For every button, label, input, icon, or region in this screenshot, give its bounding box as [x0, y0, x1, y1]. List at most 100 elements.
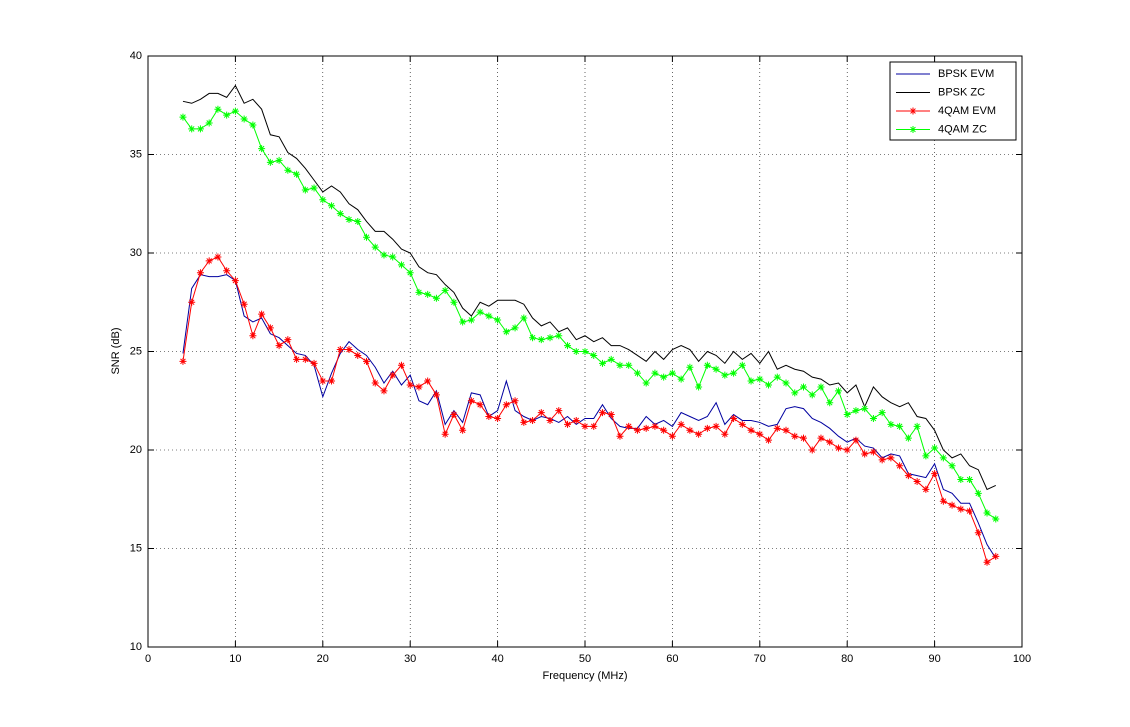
- data-point: [939, 497, 947, 505]
- series-line: [182, 256, 997, 564]
- data-point: [896, 422, 904, 430]
- data-point: [328, 202, 336, 210]
- data-point: [179, 113, 187, 121]
- data-point: [852, 407, 860, 415]
- data-point: [738, 361, 746, 369]
- data-point: [301, 355, 309, 363]
- x-tick-label: 70: [754, 653, 766, 665]
- data-point: [424, 377, 432, 385]
- data-point: [450, 411, 458, 419]
- data-point: [310, 359, 318, 367]
- data-point: [869, 414, 877, 422]
- data-point: [765, 381, 773, 389]
- data-point: [336, 210, 344, 218]
- data-point: [363, 233, 370, 241]
- data-point: [957, 505, 965, 513]
- data-point: [642, 424, 650, 432]
- data-point: [310, 184, 318, 192]
- data-point: [642, 379, 650, 387]
- data-point: [520, 418, 528, 426]
- data-point: [677, 375, 685, 383]
- data-point: [380, 251, 388, 259]
- data-point: [922, 485, 930, 493]
- data-point: [782, 379, 790, 387]
- data-point: [791, 389, 799, 397]
- data-point: [712, 365, 720, 373]
- data-point: [598, 359, 606, 367]
- data-point: [590, 422, 598, 430]
- data-point: [931, 470, 939, 478]
- data-point: [974, 489, 982, 497]
- data-point: [266, 324, 274, 332]
- data-point: [441, 286, 449, 294]
- data-point: [502, 401, 510, 409]
- data-point: [537, 409, 545, 417]
- data-point: [240, 115, 248, 123]
- y-tick-label: 10: [130, 641, 142, 653]
- data-point: [537, 336, 545, 344]
- data-point: [931, 444, 939, 452]
- data-point: [371, 379, 379, 387]
- data-point: [633, 426, 641, 434]
- data-point: [494, 414, 502, 422]
- data-point: [406, 269, 414, 277]
- y-tick-label: 30: [130, 247, 142, 259]
- series-line: [182, 84, 996, 491]
- data-point: [756, 430, 764, 438]
- data-point: [363, 357, 370, 365]
- data-point: [922, 452, 930, 460]
- data-point: [319, 377, 327, 385]
- data-point: [494, 316, 502, 324]
- data-point: [179, 357, 187, 365]
- legend-marker: [909, 126, 917, 133]
- data-point: [861, 405, 869, 413]
- data-point: [564, 420, 572, 428]
- x-axis-label: Frequency (MHz): [543, 670, 628, 682]
- data-point: [459, 318, 467, 326]
- data-point: [651, 422, 659, 430]
- data-point: [782, 426, 790, 434]
- data-point: [948, 501, 956, 509]
- data-point: [485, 312, 493, 320]
- y-tick-label: 15: [130, 542, 142, 554]
- data-point: [345, 346, 353, 354]
- data-point: [861, 450, 869, 458]
- x-tick-label: 60: [666, 653, 678, 665]
- data-point: [607, 355, 615, 363]
- x-tick-label: 40: [491, 653, 503, 665]
- data-point: [668, 432, 676, 440]
- data-point: [843, 411, 851, 419]
- data-point: [284, 166, 292, 174]
- data-point: [223, 267, 231, 275]
- data-point: [966, 507, 974, 515]
- data-point: [651, 369, 659, 377]
- data-point: [773, 424, 781, 432]
- data-point: [677, 420, 685, 428]
- data-point: [249, 332, 257, 340]
- data-point: [756, 375, 764, 383]
- data-point: [572, 348, 580, 355]
- data-point: [196, 269, 204, 277]
- data-point: [432, 294, 440, 302]
- data-point: [826, 438, 834, 446]
- data-point: [380, 387, 388, 395]
- data-point: [389, 253, 397, 261]
- data-point: [450, 298, 458, 306]
- legend-label: 4QAM EVM: [938, 105, 996, 117]
- data-point: [240, 300, 248, 308]
- legend-label: BPSK EVM: [938, 68, 994, 80]
- data-point: [293, 355, 301, 363]
- data-point: [598, 409, 606, 417]
- data-point: [459, 426, 467, 434]
- data-point: [520, 314, 528, 322]
- data-point: [476, 308, 484, 316]
- data-point: [843, 446, 851, 454]
- data-point: [817, 434, 825, 442]
- data-point: [957, 476, 965, 484]
- data-point: [485, 413, 493, 421]
- x-tick-label: 80: [841, 653, 853, 665]
- data-point: [703, 361, 711, 369]
- data-point: [616, 361, 624, 369]
- data-point: [284, 336, 292, 344]
- data-point: [406, 381, 414, 389]
